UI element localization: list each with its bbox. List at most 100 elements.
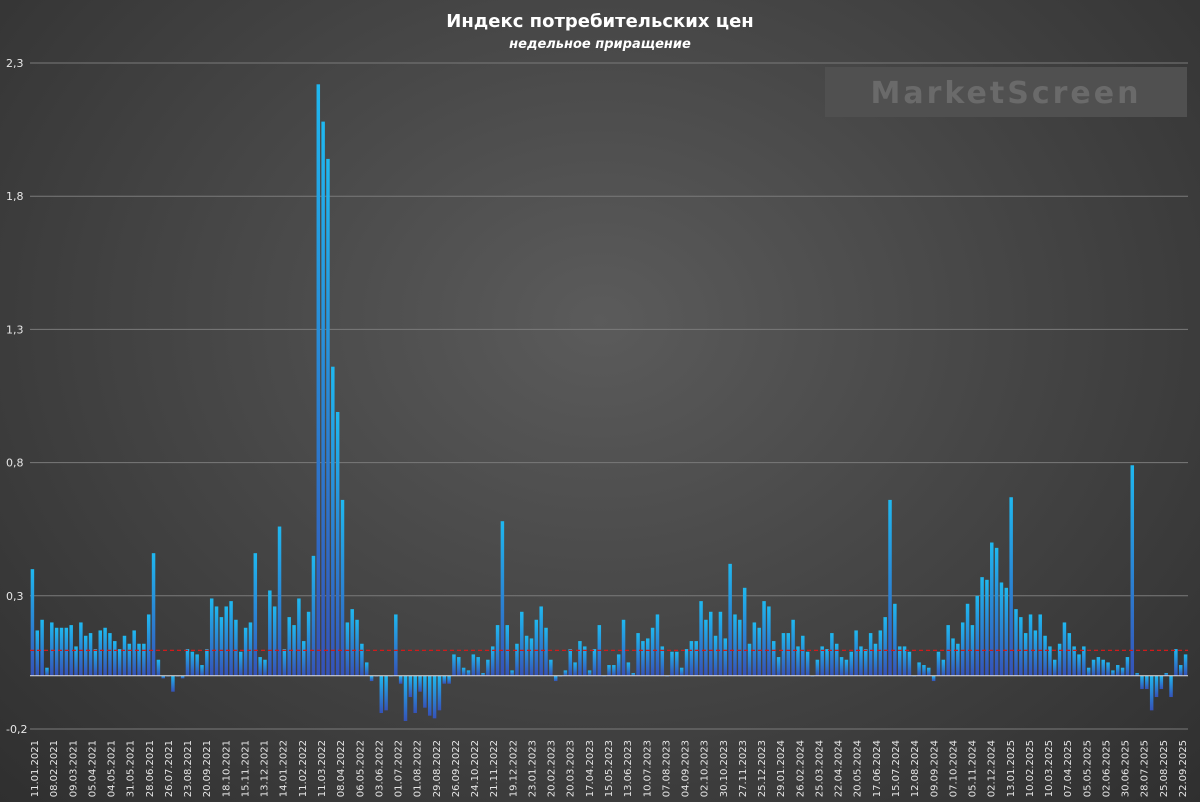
bar (587, 670, 592, 676)
bar (108, 633, 112, 676)
bar (1096, 657, 1101, 676)
bar (563, 670, 568, 676)
bar (583, 646, 587, 676)
bar (35, 630, 40, 676)
x-tick-label: 17.04.2023 (585, 740, 596, 797)
bar (127, 643, 132, 676)
x-tick-label: 07.10.2024 (948, 740, 959, 797)
bar (142, 643, 146, 676)
bar (471, 654, 476, 676)
y-tick-label: 2,3 (6, 57, 24, 70)
bar (490, 646, 495, 676)
bar (864, 649, 868, 676)
y-tick-label: 0,3 (6, 590, 24, 603)
bar (403, 675, 408, 722)
bar (1019, 617, 1023, 676)
bar (306, 611, 311, 676)
x-tick-label: 04.09.2023 (681, 740, 692, 797)
bar (796, 646, 800, 676)
bar (544, 627, 548, 676)
bar (137, 643, 141, 676)
bar (54, 627, 59, 676)
bar (1077, 654, 1081, 676)
x-tick-label: 17.06.2024 (872, 740, 883, 797)
bar (549, 659, 553, 676)
bar (495, 625, 500, 676)
bar (74, 646, 78, 676)
bar (646, 638, 650, 676)
bar (418, 675, 422, 692)
bar (195, 654, 199, 676)
x-tick-label: 25.08.2025 (1159, 740, 1170, 797)
bar (515, 643, 519, 676)
x-tick-label: 13.01.2025 (1006, 740, 1017, 797)
bar (791, 619, 795, 676)
bar (379, 675, 384, 714)
bar (156, 659, 161, 676)
bar (394, 614, 398, 676)
bar (408, 675, 413, 698)
bar (529, 638, 534, 676)
bar (956, 643, 960, 676)
bar (718, 611, 723, 676)
bar (1120, 667, 1125, 676)
bar (650, 627, 655, 676)
bar (287, 617, 291, 676)
bar (825, 649, 829, 676)
bar (1159, 675, 1164, 690)
x-tick-label: 02.12.2024 (987, 740, 998, 797)
bar (728, 563, 732, 676)
bar (369, 675, 374, 682)
x-tick-label: 20.02.2023 (547, 740, 558, 797)
bar (578, 641, 582, 676)
bar (679, 667, 684, 676)
bar (738, 619, 742, 676)
bar (132, 630, 136, 676)
x-tick-label: 04.05.2021 (107, 740, 118, 797)
bar (331, 366, 335, 676)
bar (689, 641, 694, 676)
bars (30, 84, 1188, 722)
x-tick-label: 05.04.2021 (87, 740, 98, 797)
bar (723, 638, 728, 676)
bar (655, 614, 660, 676)
bar (1169, 675, 1173, 698)
bar (1072, 646, 1076, 676)
bar (941, 659, 946, 676)
bar (888, 499, 892, 676)
bar (1028, 614, 1033, 676)
x-tick-label: 14.01.2022 (279, 740, 290, 797)
bar (849, 651, 854, 676)
watermark-text: MarketScreen (871, 76, 1142, 111)
bar (990, 542, 994, 676)
bar (839, 657, 844, 676)
bar (1043, 635, 1047, 676)
bar (660, 646, 665, 676)
x-tick-label: 27.11.2023 (738, 740, 749, 797)
reference-lines (30, 649, 1188, 677)
bar (432, 675, 437, 719)
bar (272, 606, 277, 676)
bar (980, 577, 984, 676)
bar (282, 649, 287, 676)
x-tick-label: 02.10.2023 (700, 740, 711, 797)
bar (263, 659, 267, 676)
bar (675, 651, 679, 676)
bar (64, 627, 69, 676)
x-tick-label: 20.09.2021 (202, 740, 213, 797)
x-tick-label: 10.07.2023 (642, 740, 653, 797)
bar (229, 601, 233, 676)
bar (302, 641, 306, 676)
chart-title: Индекс потребительских цен (446, 11, 753, 32)
bar (1116, 665, 1120, 676)
bar (437, 675, 442, 711)
bar (878, 630, 883, 676)
bar (447, 675, 451, 684)
x-tick-label: 11.03.2022 (317, 740, 328, 797)
bar (243, 627, 248, 676)
x-tick-label: 30.06.2025 (1121, 740, 1132, 797)
bar (834, 643, 839, 676)
y-tick-label: 1,3 (6, 323, 24, 336)
bar (1130, 465, 1135, 676)
bar (670, 651, 674, 676)
